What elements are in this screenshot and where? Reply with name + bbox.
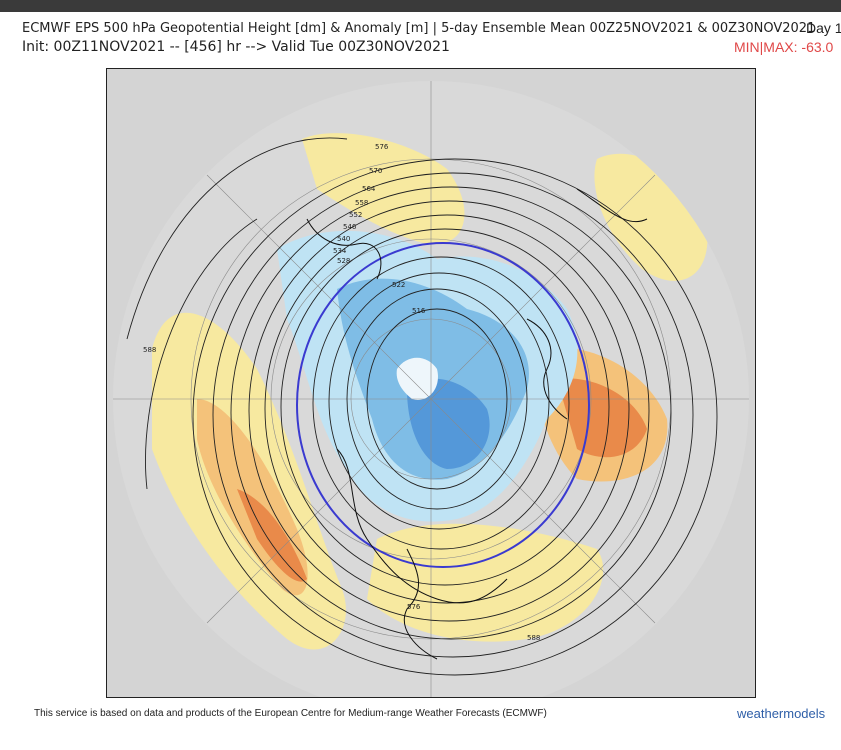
brand-link[interactable]: weathermodels bbox=[737, 706, 826, 721]
pole-area bbox=[396, 357, 438, 400]
map-svg: 576 570 564 558 552 546 540 534 528 522 … bbox=[107, 69, 755, 697]
contour-label: 546 bbox=[343, 223, 357, 231]
contour-label: 570 bbox=[369, 167, 382, 175]
day-label: Day 1 bbox=[806, 20, 841, 36]
contour-label: 534 bbox=[333, 247, 347, 255]
contour-label: 516 bbox=[412, 307, 426, 315]
polar-map[interactable]: 576 570 564 558 552 546 540 534 528 522 … bbox=[106, 68, 756, 698]
contour-label: 588 bbox=[143, 346, 156, 354]
top-bar bbox=[0, 0, 841, 12]
contour-label: 576 bbox=[407, 603, 421, 611]
contour-label: 558 bbox=[355, 199, 368, 207]
highlight-contour bbox=[296, 242, 590, 568]
contour-label: 564 bbox=[362, 185, 376, 193]
contour-label: 540 bbox=[337, 235, 350, 243]
contour-label: 528 bbox=[337, 257, 350, 265]
init-valid-line: Init: 00Z11NOV2021 -- [456] hr --> Valid… bbox=[22, 39, 450, 55]
contour-labels: 576 570 564 558 552 546 540 534 528 522 … bbox=[143, 143, 540, 642]
anomaly-layer bbox=[152, 133, 708, 650]
footer-credit: This service is based on data and produc… bbox=[34, 708, 547, 719]
anomaly-positive-atlantic bbox=[367, 523, 604, 642]
min-max-label: MIN|MAX: -63.0 bbox=[734, 39, 834, 55]
anomaly-positive-europe-core bbox=[557, 378, 647, 458]
contour-label: 522 bbox=[392, 281, 405, 289]
anomaly-positive-pacific-core bbox=[237, 489, 307, 582]
contour-label: 588 bbox=[527, 634, 540, 642]
contour-label: 576 bbox=[375, 143, 389, 151]
contour-label: 552 bbox=[349, 211, 362, 219]
coastlines bbox=[306, 188, 648, 660]
map-title: ECMWF EPS 500 hPa Geopotential Height [d… bbox=[22, 21, 816, 36]
anomaly-negative-core bbox=[407, 378, 490, 469]
